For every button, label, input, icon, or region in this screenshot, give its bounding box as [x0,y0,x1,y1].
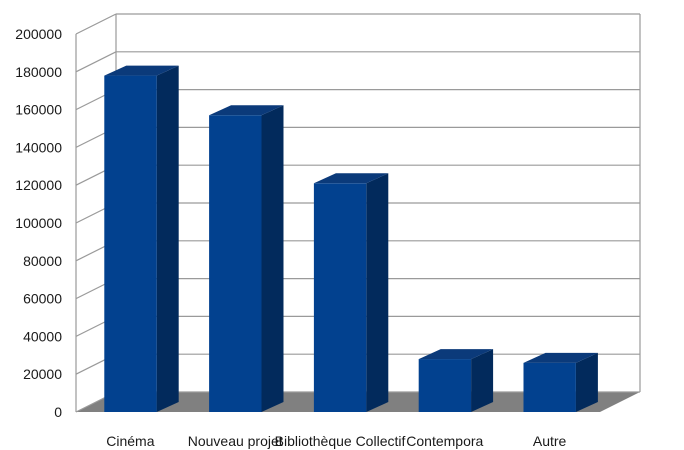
bar-side [261,105,284,413]
x-tick-label: Nouveau projet [188,433,283,449]
y-tick-label: 0 [54,404,62,420]
bar [104,65,179,412]
bars [104,65,598,413]
x-tick-label: Bibliothèque Collectif [275,433,406,449]
bar-front [523,362,576,412]
bar-side [471,349,494,412]
x-tick-label: Autre [533,433,567,449]
y-tick-label: 180000 [15,64,62,80]
bar [418,349,494,412]
bar-top [313,173,389,184]
bar [523,352,598,412]
bar [313,173,389,412]
bar-front [418,359,472,412]
x-tick-label: Contempora [406,433,483,449]
y-tick-label: 100000 [15,215,62,231]
bar-top [209,105,284,116]
y-tick-label: 20000 [23,366,62,382]
y-tick-label: 120000 [15,177,62,193]
x-tick-label: Cinéma [106,433,154,449]
bar-top [523,352,598,363]
y-tick-label: 40000 [23,328,62,344]
bar-side [156,65,179,412]
y-tick-label: 60000 [23,291,62,307]
y-tick-label: 140000 [15,139,62,155]
bar-front [209,115,262,413]
bar-side [366,173,389,412]
bar-front [313,183,367,412]
y-tick-label: 200000 [15,26,62,42]
bar-front [104,75,157,412]
y-tick-label: 80000 [23,253,62,269]
bar [209,105,284,413]
y-tick-label: 160000 [15,102,62,118]
bar-top [104,65,179,76]
bar-side [575,352,598,412]
gridline-side [75,51,117,73]
bar-top [418,349,494,360]
gridline-side [75,13,117,35]
y-axis-ticks: 0 20000 40000 60000 80000 100000 120000 140000 1… [15,26,62,420]
